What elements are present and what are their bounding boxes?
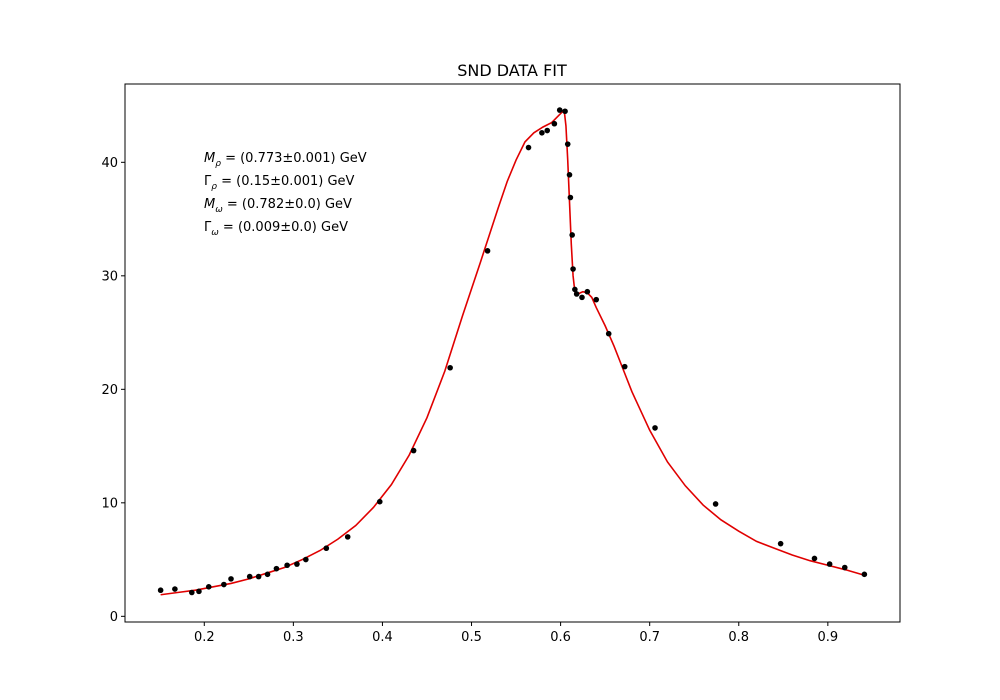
data-point	[567, 194, 574, 201]
data-point	[556, 107, 563, 113]
data-point	[303, 556, 309, 563]
data-point	[539, 130, 545, 136]
y-tick-label: 40	[101, 156, 118, 171]
plot-area	[124, 83, 901, 623]
data-point	[484, 248, 491, 254]
data-point	[172, 586, 178, 592]
data-point	[376, 498, 383, 505]
x-tick-label: 0.5	[461, 630, 482, 645]
x-tick-label: 0.6	[550, 630, 571, 645]
data-point	[264, 571, 271, 578]
fit-parameters-annotation: Mρ = (0.773±0.001) GeV Γρ = (0.15±0.001) …	[204, 151, 367, 238]
fit-parameter-line: Γω = (0.009±0.0) GeV	[204, 220, 348, 238]
data-point	[572, 286, 578, 293]
data-point	[294, 561, 300, 567]
x-tick-label: 0.9	[818, 630, 839, 645]
x-tick-label: 0.4	[372, 630, 393, 645]
data-point	[228, 576, 234, 582]
data-point	[273, 565, 280, 572]
data-point	[811, 555, 818, 562]
data-point	[826, 561, 833, 567]
chart-title: SND DATA FIT	[457, 61, 567, 80]
data-point	[570, 266, 576, 272]
data-point	[861, 571, 868, 578]
data-point	[564, 141, 571, 147]
data-point	[323, 545, 330, 552]
data-point	[284, 562, 290, 569]
data-point	[410, 447, 417, 454]
data-point	[544, 127, 551, 134]
data-point	[569, 232, 575, 238]
fit-parameter-line: Γρ = (0.15±0.001) GeV	[204, 174, 355, 192]
data-point	[712, 501, 719, 507]
data-points-layer	[157, 107, 868, 596]
fit-curve-layer	[160, 108, 866, 596]
data-point	[525, 144, 532, 151]
fit-curve	[160, 108, 866, 596]
y-tick-label: 10	[101, 496, 118, 511]
data-point	[593, 296, 600, 303]
y-axis: 0 10 20 30 40	[101, 156, 125, 625]
data-point	[777, 540, 784, 547]
x-axis: 0.2 0.3 0.4 0.5 0.6 0.7 0.8 0.9	[194, 622, 838, 645]
y-tick-label: 20	[101, 383, 118, 398]
data-point	[157, 587, 164, 594]
y-tick-label: 30	[101, 269, 118, 284]
data-point	[196, 588, 202, 595]
data-point	[579, 294, 585, 301]
fit-parameter-line: Mρ = (0.773±0.001) GeV	[204, 151, 367, 169]
data-point	[189, 589, 195, 596]
data-point	[447, 364, 453, 371]
fit-parameter-line: Mω = (0.782±0.0) GeV	[204, 197, 352, 215]
plot-frame	[124, 83, 901, 623]
data-point	[573, 291, 580, 297]
data-point	[584, 288, 591, 295]
data-point	[621, 363, 628, 370]
x-tick-label: 0.8	[728, 630, 749, 645]
data-point	[562, 108, 568, 115]
data-point	[566, 172, 573, 178]
x-tick-label: 0.7	[639, 630, 660, 645]
x-tick-label: 0.3	[283, 630, 304, 645]
data-point	[205, 584, 212, 590]
data-point	[255, 573, 262, 580]
data-point	[652, 425, 658, 431]
data-point	[605, 330, 612, 337]
x-tick-label: 0.2	[194, 630, 215, 645]
data-point	[246, 573, 253, 580]
data-point	[344, 534, 351, 540]
data-point	[551, 120, 558, 127]
data-point	[841, 564, 848, 571]
data-point	[221, 581, 227, 588]
y-tick-label: 0	[110, 610, 118, 625]
